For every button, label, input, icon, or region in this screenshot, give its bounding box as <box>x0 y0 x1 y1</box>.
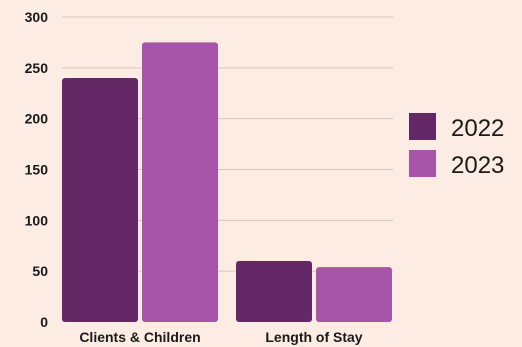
y-tick-label: 300 <box>25 9 49 25</box>
legend-label-2023: 2023 <box>451 152 504 179</box>
bar-2023-1 <box>316 267 392 322</box>
y-tick-label: 200 <box>25 111 49 127</box>
x-category-label: Length of Stay <box>265 329 362 345</box>
y-tick-label: 100 <box>25 212 49 228</box>
bar-2022-0 <box>62 78 138 322</box>
y-tick-label: 150 <box>25 162 49 178</box>
y-axis-tick-labels: 0 50 100 150 200 250 300 <box>25 9 49 330</box>
y-tick-label: 250 <box>25 60 49 76</box>
y-tick-label: 0 <box>40 314 48 330</box>
bars <box>62 42 392 323</box>
legend-swatch-2022 <box>409 113 436 140</box>
bar-2022-1 <box>236 261 312 322</box>
bar-2023-0 <box>142 42 218 323</box>
legend-swatch-2023 <box>409 150 436 177</box>
y-tick-label: 50 <box>32 263 48 279</box>
legend: 2022 2023 <box>409 113 504 179</box>
x-axis-category-labels: Clients & Children Length of Stay <box>79 329 362 345</box>
x-category-label: Clients & Children <box>79 329 200 345</box>
legend-label-2022: 2022 <box>451 115 504 142</box>
